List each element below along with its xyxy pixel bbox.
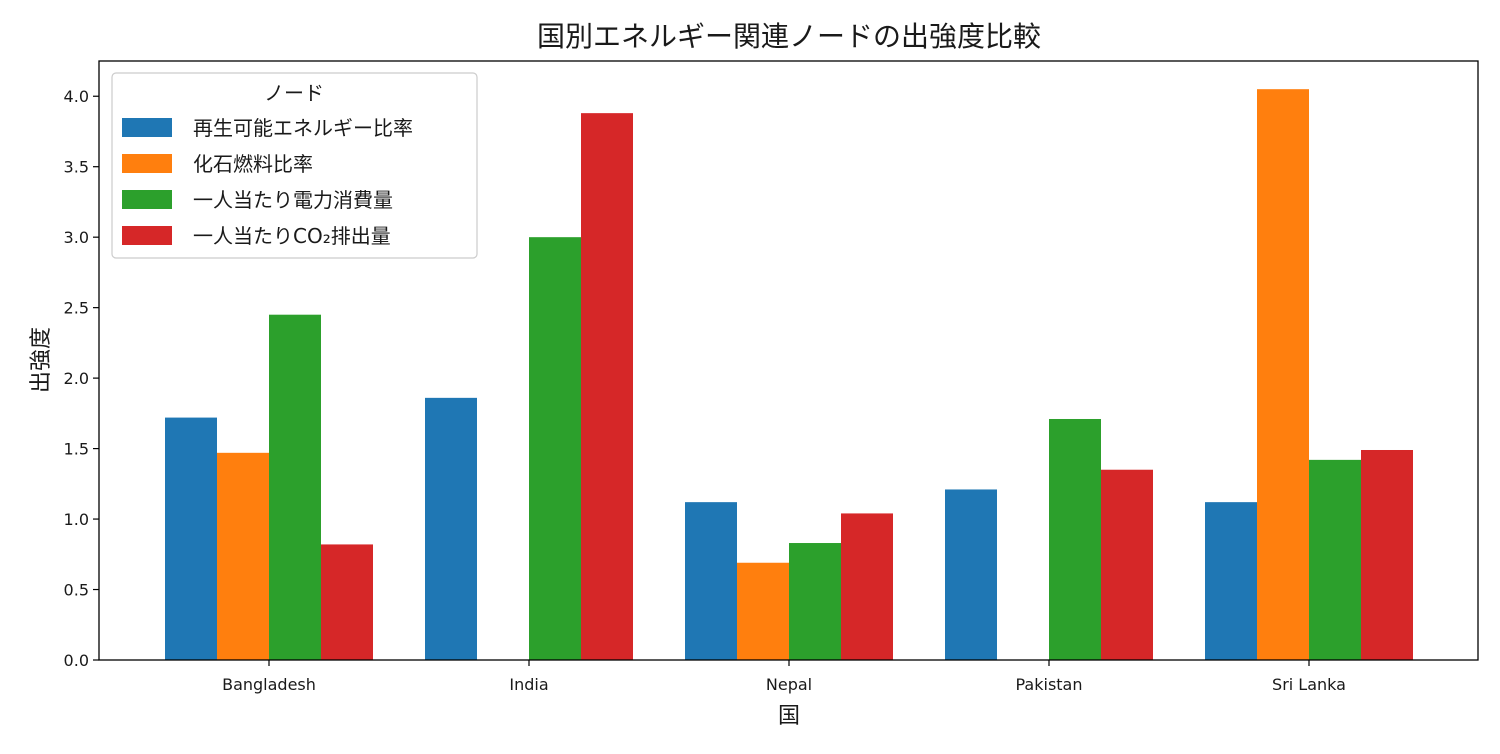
- legend-label-2: 化石燃料比率: [193, 152, 313, 176]
- bar-series-3-sri-lanka: [1309, 459, 1361, 660]
- x-axis: Bangladesh India Nepal Pakistan Sri Lanka: [222, 660, 1346, 694]
- legend-swatch-2: [122, 154, 172, 173]
- legend-label-3: 一人当たり電力消費量: [193, 188, 393, 212]
- legend-swatch-3: [122, 190, 172, 209]
- legend: ノード 再生可能エネルギー比率化石燃料比率一人当たり電力消費量一人当たりCO₂排…: [111, 72, 478, 259]
- x-tick-label: Sri Lanka: [1272, 675, 1346, 694]
- x-tick-label: India: [509, 675, 548, 694]
- y-tick-label: 1.5: [64, 440, 89, 459]
- bar-series-4-india: [581, 113, 633, 660]
- bar-series-1-bangladesh: [165, 417, 217, 660]
- bar-series-3-india: [529, 237, 581, 661]
- bar-series-1-pakistan: [945, 489, 997, 660]
- bar-series-4-pakistan: [1101, 469, 1153, 660]
- legend-label-1: 再生可能エネルギー比率: [193, 116, 413, 140]
- bar-series-4-nepal: [841, 513, 893, 660]
- legend-swatch-4: [122, 226, 172, 245]
- bar-series-4-bangladesh: [321, 544, 373, 660]
- y-tick-label: 0.5: [64, 581, 89, 600]
- x-axis-label: 国: [778, 704, 800, 729]
- y-tick-label: 4.0: [64, 87, 89, 106]
- bar-series-3-bangladesh: [269, 314, 321, 660]
- bar-series-3-pakistan: [1049, 418, 1101, 660]
- y-tick-label: 3.0: [64, 228, 89, 247]
- bar-series-2-sri-lanka: [1257, 89, 1309, 660]
- legend-title: ノード: [264, 81, 324, 105]
- legend-box: [111, 72, 478, 259]
- y-tick-label: 1.0: [64, 510, 89, 529]
- bar-series-3-nepal: [789, 543, 841, 660]
- x-tick-label: Nepal: [766, 675, 812, 694]
- y-tick-label: 0.0: [64, 651, 89, 670]
- y-axis-label: 出強度: [29, 327, 54, 393]
- y-tick-label: 3.5: [64, 158, 89, 177]
- x-tick-label: Pakistan: [1016, 675, 1083, 694]
- bar-series-1-sri-lanka: [1205, 502, 1257, 660]
- legend-label-4: 一人当たりCO₂排出量: [193, 224, 391, 248]
- bar-series-2-nepal: [737, 562, 789, 660]
- y-tick-label: 2.0: [64, 369, 89, 388]
- y-axis: 0.0 0.5 1.0 1.5 2.0 2.5 3.0 3.5 4.0: [64, 87, 99, 670]
- bar-series-2-bangladesh: [217, 452, 269, 660]
- bars-layer: [165, 89, 1413, 661]
- bar-series-1-india: [425, 397, 477, 660]
- x-tick-label: Bangladesh: [222, 675, 316, 694]
- chart-title: 国別エネルギー関連ノードの出強度比較: [537, 20, 1041, 53]
- bar-series-4-sri-lanka: [1361, 449, 1413, 660]
- bar-series-1-nepal: [685, 502, 737, 660]
- legend-swatch-1: [122, 118, 172, 137]
- y-tick-label: 2.5: [64, 299, 89, 318]
